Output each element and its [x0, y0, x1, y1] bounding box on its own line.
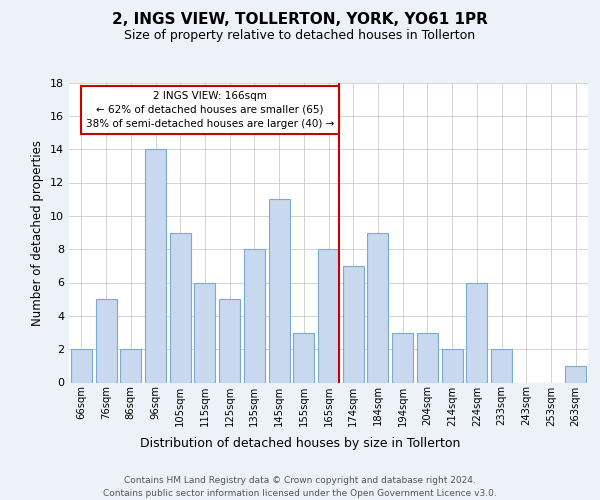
Bar [120, 349, 141, 382]
Bar [466, 282, 487, 382]
Bar [145, 149, 166, 382]
Y-axis label: Number of detached properties: Number of detached properties [31, 140, 44, 326]
Bar [219, 299, 240, 382]
Bar [491, 349, 512, 382]
Text: Size of property relative to detached houses in Tollerton: Size of property relative to detached ho… [124, 29, 476, 42]
Bar [392, 332, 413, 382]
Bar [293, 332, 314, 382]
Bar [367, 232, 388, 382]
Text: Contains HM Land Registry data © Crown copyright and database right 2024.
Contai: Contains HM Land Registry data © Crown c… [103, 476, 497, 498]
Text: Distribution of detached houses by size in Tollerton: Distribution of detached houses by size … [140, 438, 460, 450]
Bar [318, 249, 339, 382]
Bar [343, 266, 364, 382]
Bar [244, 249, 265, 382]
Bar [269, 199, 290, 382]
Bar [417, 332, 438, 382]
Bar [194, 282, 215, 382]
Bar [71, 349, 92, 382]
Bar [565, 366, 586, 382]
Text: 2 INGS VIEW: 166sqm
← 62% of detached houses are smaller (65)
38% of semi-detach: 2 INGS VIEW: 166sqm ← 62% of detached ho… [86, 91, 334, 129]
Bar [95, 299, 116, 382]
Bar [442, 349, 463, 382]
Bar [170, 232, 191, 382]
Text: 2, INGS VIEW, TOLLERTON, YORK, YO61 1PR: 2, INGS VIEW, TOLLERTON, YORK, YO61 1PR [112, 12, 488, 28]
